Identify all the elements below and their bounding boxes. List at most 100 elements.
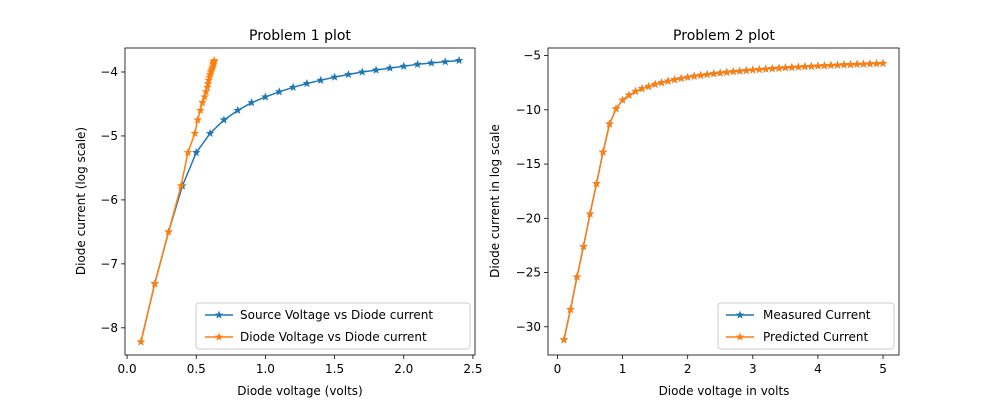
chart-1-series-1-point xyxy=(316,75,326,84)
chart-1-series-2-point xyxy=(198,98,207,107)
chart-2-series-2-point xyxy=(813,61,823,70)
chart-2-series-2-point xyxy=(592,179,601,188)
chart-1-series-1-point xyxy=(385,63,395,72)
chart-2-series-2-point xyxy=(559,335,569,344)
chart-2-series-2-point xyxy=(735,66,745,75)
chart-1-series-2-point xyxy=(203,82,212,91)
chart-1-series-1-point xyxy=(454,55,464,65)
chart-1-y-axis-label: Diode current (log scale) xyxy=(74,127,88,275)
chart-2-series-2-point xyxy=(787,62,797,72)
chart-2-series-2-point xyxy=(774,63,784,72)
chart-1-legend-star-source xyxy=(214,310,224,319)
chart-1-series-1-point xyxy=(261,92,270,101)
chart-2-series-2-point xyxy=(807,61,816,70)
chart-1-x-tick-label: 1.0 xyxy=(256,362,275,376)
chart-1-y-tick-label: −4 xyxy=(100,65,118,79)
chart-1-series-1-point xyxy=(191,148,201,157)
chart-1-y-tick-label: −5 xyxy=(100,129,118,143)
chart-2-y-axis-label: Diode current in log scale xyxy=(488,124,502,278)
chart-1-legend-box xyxy=(195,302,471,350)
chart-2-series-2-point xyxy=(663,76,673,85)
chart-2-legend-star-measured xyxy=(735,310,745,319)
chart-2-series-2-line xyxy=(563,62,884,340)
chart-1-series-1-point xyxy=(344,70,353,79)
chart-problem-1: Problem 1 plot 0.0 0.5 1.0 1.5 2.0 2.5 −8 −7 −6… xyxy=(74,28,482,398)
chart-1-title: Problem 1 plot xyxy=(249,28,351,44)
chart-1-x-tick-label: 1.5 xyxy=(325,362,344,376)
chart-2-series-2-point xyxy=(878,58,888,68)
chart-2-series-2-point xyxy=(820,61,829,70)
chart-1-series-1-line xyxy=(140,59,460,343)
chart-1-series-2-point xyxy=(193,115,202,124)
chart-2-series-1-line xyxy=(563,62,884,340)
chart-1-series-2-point xyxy=(150,279,160,288)
chart-2-y-tick-label: −10 xyxy=(516,103,541,117)
chart-2-y-tick-label: −30 xyxy=(516,320,541,334)
chart-2-series-2-point xyxy=(859,59,868,68)
chart-1-series-1-point xyxy=(274,87,284,96)
chart-2-series-2-point xyxy=(689,71,699,80)
chart-2-series-2-point xyxy=(768,64,777,73)
chart-2-series-2-point xyxy=(644,82,653,91)
chart-2-series-2-point xyxy=(624,90,634,99)
chart-2-x-tick-label: 3 xyxy=(749,362,757,376)
chart-1-x-tick-label: 0.0 xyxy=(118,362,137,376)
chart-2-x-tick-label: 4 xyxy=(814,362,822,376)
chart-1-series-2-point xyxy=(136,337,146,346)
chart-1-y-tick-label: −6 xyxy=(100,193,118,207)
chart-2-series-2-point xyxy=(709,69,719,78)
chart-1-series-1-point xyxy=(233,105,243,114)
chart-2-y-tick-label: −5 xyxy=(523,49,541,63)
chart-2-series-2-point xyxy=(852,59,862,68)
chart-2-axes-frame xyxy=(547,47,900,356)
chart-2-series-2-point xyxy=(846,60,855,69)
chart-2-y-tick-label: −15 xyxy=(516,157,541,171)
chart-2-series-2-point xyxy=(794,62,803,71)
chart-1-series-2-point xyxy=(209,55,219,65)
chart-2-series-2-point xyxy=(696,70,705,79)
chart-1-series-1-point xyxy=(247,98,256,107)
chart-2-series-2-point xyxy=(742,66,751,75)
chart-2-series-2-point xyxy=(748,65,758,74)
chart-1-y-ticks: −8 −7 −6 −5 −4 xyxy=(100,65,125,335)
chart-2-series-2-point xyxy=(826,60,836,69)
chart-2-series-2-point xyxy=(650,79,660,88)
chart-1-series-1-point xyxy=(205,128,215,138)
chart-1-series-2-point xyxy=(200,92,209,101)
chart-1-x-ticks: 0.0 0.5 1.0 1.5 2.0 2.5 xyxy=(118,355,482,376)
chart-2-series-2-point xyxy=(579,242,588,251)
chart-1-series-1-point xyxy=(357,67,367,76)
chart-1-series-1-point xyxy=(302,79,312,88)
chart-1-series-1-point xyxy=(413,59,422,68)
chart-2-series-2-point xyxy=(728,67,738,76)
chart-1-series-2-point xyxy=(190,128,200,138)
chart-1-legend: Source Voltage vs Diode current Diode Vo… xyxy=(195,302,471,350)
chart-2-series-2-point xyxy=(585,209,595,218)
chart-2-series-2-point xyxy=(839,60,849,69)
chart-2-series-2-point xyxy=(755,64,764,74)
chart-2-y-tick-label: −20 xyxy=(516,211,541,225)
chart-2-series-2-point xyxy=(833,60,842,69)
chart-2-legend: Measured Current Predicted Current xyxy=(717,302,895,350)
chart-1-series-1-point xyxy=(219,115,229,124)
chart-1-legend-star-diode xyxy=(214,332,224,341)
chart-1-x-axis-label: Diode voltage (volts) xyxy=(237,384,362,398)
chart-2-x-tick-label: 2 xyxy=(684,362,692,376)
chart-2-series-2-point xyxy=(865,59,875,68)
chart-2-series-2-point xyxy=(611,104,621,113)
chart-2-series-2-point xyxy=(670,75,679,84)
chart-1-legend-label-diode: Diode Voltage vs Diode current xyxy=(240,330,427,344)
chart-1-y-tick-label: −8 xyxy=(100,321,118,335)
chart-2-title: Problem 2 plot xyxy=(673,28,775,44)
chart-1-series-2-point xyxy=(176,181,186,190)
chart-2-plot-area xyxy=(559,58,888,344)
chart-2-series-2-point xyxy=(761,64,771,73)
chart-1-y-tick-label: −7 xyxy=(100,257,118,271)
chart-1-series-1-point xyxy=(371,65,381,74)
chart-2-x-tick-label: 1 xyxy=(619,362,627,376)
chart-2-y-tick-label: −25 xyxy=(516,266,541,280)
chart-2-legend-star-predicted xyxy=(735,332,745,341)
chart-2-series-2-point xyxy=(618,95,627,104)
chart-1-series-1-point xyxy=(330,72,339,81)
